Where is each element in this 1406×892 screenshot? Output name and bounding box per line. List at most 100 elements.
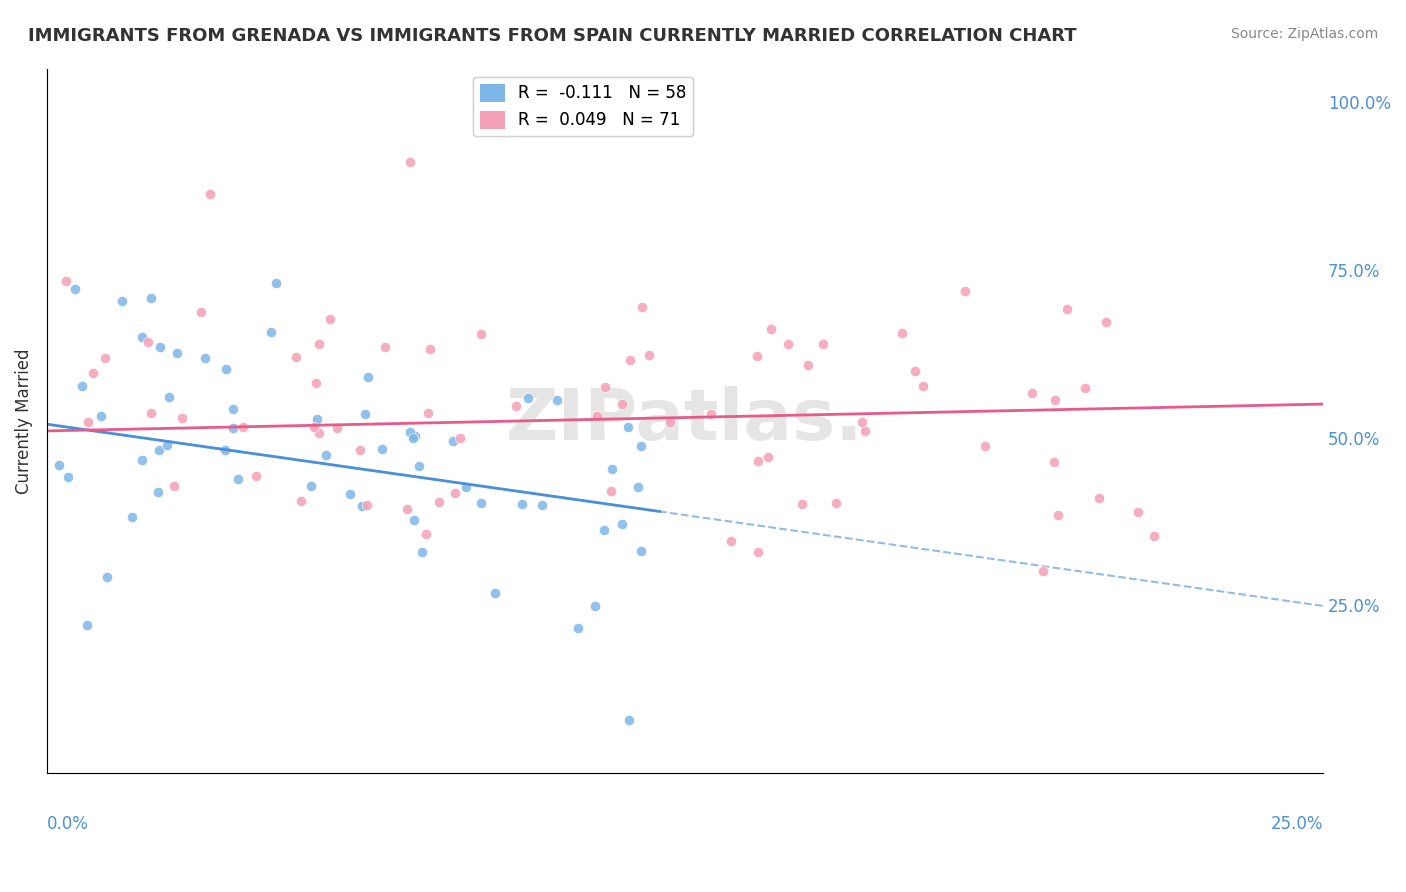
Point — [630, 544, 652, 558]
Point — [349, 443, 371, 458]
Point — [374, 340, 396, 354]
Point — [157, 390, 180, 404]
Point — [318, 312, 340, 326]
Point — [1143, 528, 1166, 542]
Point — [72, 379, 94, 393]
Point — [778, 337, 800, 351]
Point — [198, 186, 221, 201]
Point — [630, 301, 652, 315]
Text: 25.0%: 25.0% — [1271, 815, 1323, 833]
Point — [245, 469, 267, 483]
Point — [315, 448, 337, 462]
Point — [825, 496, 848, 510]
Point — [354, 407, 377, 421]
Text: ZIPatlas.: ZIPatlas. — [506, 386, 863, 455]
Point — [232, 420, 254, 434]
Text: Source: ZipAtlas.com: Source: ZipAtlas.com — [1230, 27, 1378, 41]
Point — [904, 363, 927, 377]
Point — [1095, 315, 1118, 329]
Point — [55, 275, 77, 289]
Text: 0.0%: 0.0% — [46, 815, 89, 833]
Point — [290, 494, 312, 508]
Point — [756, 450, 779, 464]
Point — [131, 330, 153, 344]
Point — [610, 397, 633, 411]
Point — [190, 305, 212, 319]
Point — [339, 487, 361, 501]
Point — [470, 495, 492, 509]
Point — [65, 282, 87, 296]
Point — [194, 351, 217, 365]
Point — [48, 458, 70, 472]
Point — [853, 424, 876, 438]
Point — [82, 366, 104, 380]
Point — [215, 362, 238, 376]
Point — [444, 485, 467, 500]
Point — [121, 510, 143, 524]
Point — [226, 472, 249, 486]
Point — [399, 155, 422, 169]
Point — [166, 345, 188, 359]
Point — [531, 498, 554, 512]
Point — [1056, 302, 1078, 317]
Point — [415, 527, 437, 541]
Point — [720, 534, 742, 549]
Point — [619, 713, 641, 727]
Point — [156, 438, 179, 452]
Point — [454, 480, 477, 494]
Point — [356, 498, 378, 512]
Point — [427, 495, 450, 509]
Point — [449, 431, 471, 445]
Point — [510, 497, 533, 511]
Point — [163, 479, 186, 493]
Point — [567, 621, 589, 635]
Point — [974, 439, 997, 453]
Point — [350, 500, 373, 514]
Point — [612, 516, 634, 531]
Point — [111, 293, 134, 308]
Point — [659, 415, 682, 429]
Point — [593, 523, 616, 537]
Point — [1021, 386, 1043, 401]
Point — [1088, 491, 1111, 505]
Point — [416, 406, 439, 420]
Point — [595, 380, 617, 394]
Point — [600, 462, 623, 476]
Point — [583, 599, 606, 613]
Point — [96, 570, 118, 584]
Point — [484, 585, 506, 599]
Point — [699, 407, 721, 421]
Point — [305, 376, 328, 391]
Y-axis label: Currently Married: Currently Married — [15, 348, 32, 493]
Point — [505, 399, 527, 413]
Point — [617, 419, 640, 434]
Point — [93, 351, 115, 365]
Legend: R =  -0.111   N = 58, R =  0.049   N = 71: R = -0.111 N = 58, R = 0.049 N = 71 — [472, 77, 693, 136]
Point — [441, 434, 464, 448]
Point — [308, 336, 330, 351]
Point — [76, 618, 98, 632]
Point — [851, 415, 873, 429]
Point — [1128, 505, 1150, 519]
Point — [260, 325, 283, 339]
Point — [747, 545, 769, 559]
Point — [90, 409, 112, 424]
Point — [911, 379, 934, 393]
Point — [170, 410, 193, 425]
Point — [302, 419, 325, 434]
Text: IMMIGRANTS FROM GRENADA VS IMMIGRANTS FROM SPAIN CURRENTLY MARRIED CORRELATION C: IMMIGRANTS FROM GRENADA VS IMMIGRANTS FR… — [28, 27, 1077, 45]
Point — [1032, 564, 1054, 578]
Point — [141, 291, 163, 305]
Point — [398, 425, 420, 439]
Point — [266, 277, 288, 291]
Point — [149, 340, 172, 354]
Point — [411, 545, 433, 559]
Point — [516, 391, 538, 405]
Point — [285, 350, 308, 364]
Point — [408, 458, 430, 473]
Point — [77, 415, 100, 429]
Point — [637, 349, 659, 363]
Point — [371, 442, 394, 457]
Point — [470, 326, 492, 341]
Point — [148, 485, 170, 500]
